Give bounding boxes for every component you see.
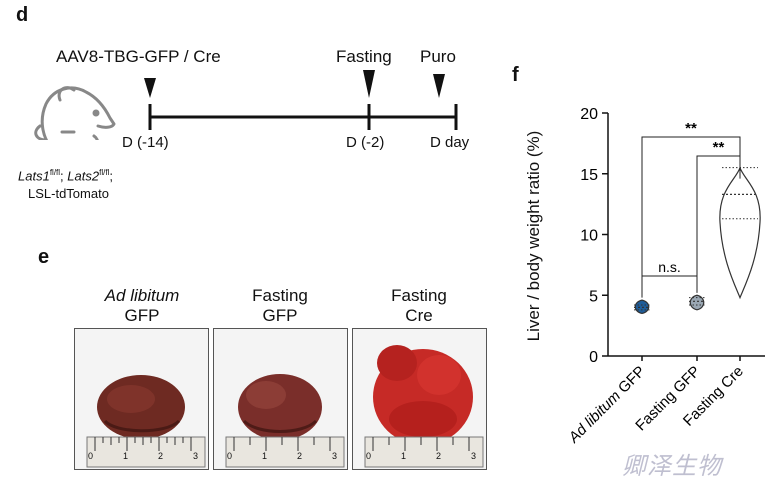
x-category-label-0: Ad libitum GFP (565, 363, 649, 447)
ruler-tick: 3 (331, 451, 337, 461)
significance-bracket-2 (641, 275, 698, 298)
injection-arrow (144, 78, 156, 98)
panel-d-letter: d (16, 4, 29, 26)
ruler-tick: 3 (470, 451, 476, 461)
puro-arrow (433, 74, 445, 98)
y-tick-label: 0 (589, 349, 598, 366)
ruler-tick: 2 (296, 451, 302, 461)
puro-label: Puro (420, 47, 456, 66)
ruler-ticks-1: 0 1 2 3 (88, 451, 198, 461)
significance-bracket-0 (641, 136, 741, 290)
liver-photo-fasting-gfp (213, 328, 348, 470)
watermark: 卿泽生物 (622, 453, 722, 480)
liver-photo-fasting-cre (352, 328, 487, 470)
ruler-tick: 1 (261, 451, 267, 461)
y-tick-label: 10 (580, 228, 598, 245)
panel-f-letter: f (512, 64, 519, 86)
ruler-ticks-3: 0 1 2 3 (366, 451, 476, 461)
group-1-line2: GFP (124, 306, 160, 325)
group-1-line1: Ad libitum (104, 286, 180, 305)
injection-label: AAV8-TBG-GFP / Cre (56, 47, 221, 66)
significance-label-0: ** (685, 120, 697, 137)
lats1-gene: Lats1 (18, 168, 50, 184)
group-label-fasting-gfp: Fasting GFP (210, 286, 350, 326)
genotype-separator: ; (60, 168, 68, 184)
ruler-tick: 2 (157, 451, 163, 461)
ruler-tick: 1 (400, 451, 406, 461)
genotype-end: ; (109, 168, 113, 184)
x-category-text: GFP (612, 363, 649, 400)
panel-e-letter: e (38, 246, 50, 268)
day-start-label: D (-14) (122, 134, 169, 151)
ruler-tick: 1 (122, 451, 128, 461)
group-2-line2: GFP (262, 306, 298, 325)
violin-1 (689, 294, 705, 311)
lats1-allele: fl/fl (49, 168, 61, 177)
group-2-line1: Fasting (252, 286, 308, 305)
significance-label-1: ** (713, 139, 725, 156)
ruler-tick: 0 (88, 451, 94, 461)
ruler-tick: 0 (366, 451, 372, 461)
lats2-gene: Lats2 (67, 168, 100, 184)
y-tick-label: 15 (580, 167, 598, 184)
ruler-ticks-2: 0 1 2 3 (227, 451, 337, 461)
lats2-allele: fl/fl (99, 168, 110, 177)
day-mid-label: D (-2) (346, 134, 385, 151)
liver-photo-ad-libitum (74, 328, 209, 470)
ruler-tick: 3 (192, 451, 198, 461)
day-end-label: D day (430, 134, 470, 151)
timeline (34, 70, 458, 140)
mouse-icon (34, 86, 116, 140)
group-label-ad-libitum: Ad libitum GFP (72, 286, 212, 326)
fasting-label: Fasting (336, 47, 392, 66)
group-label-fasting-cre: Fasting Cre (349, 286, 489, 326)
violin-0 (634, 299, 650, 315)
group-3-line1: Fasting (391, 286, 447, 305)
y-tick-label: 20 (580, 106, 598, 123)
genotype-label: Lats1fl/fl; Lats2fl/fl; LSL-tdTomato (18, 164, 113, 203)
ruler-tick: 2 (435, 451, 441, 461)
x-category-italic: Ad libitum (565, 388, 624, 447)
group-3-line2: Cre (405, 306, 433, 325)
fasting-arrow (363, 70, 375, 98)
ruler-tick: 0 (227, 451, 233, 461)
ruler (86, 436, 206, 468)
reporter-line: LSL-tdTomato (28, 186, 109, 202)
significance-label-2: n.s. (658, 259, 681, 275)
y-tick-label: 5 (589, 288, 598, 305)
violin-2 (719, 165, 761, 300)
significance-bracket-1 (696, 155, 741, 291)
